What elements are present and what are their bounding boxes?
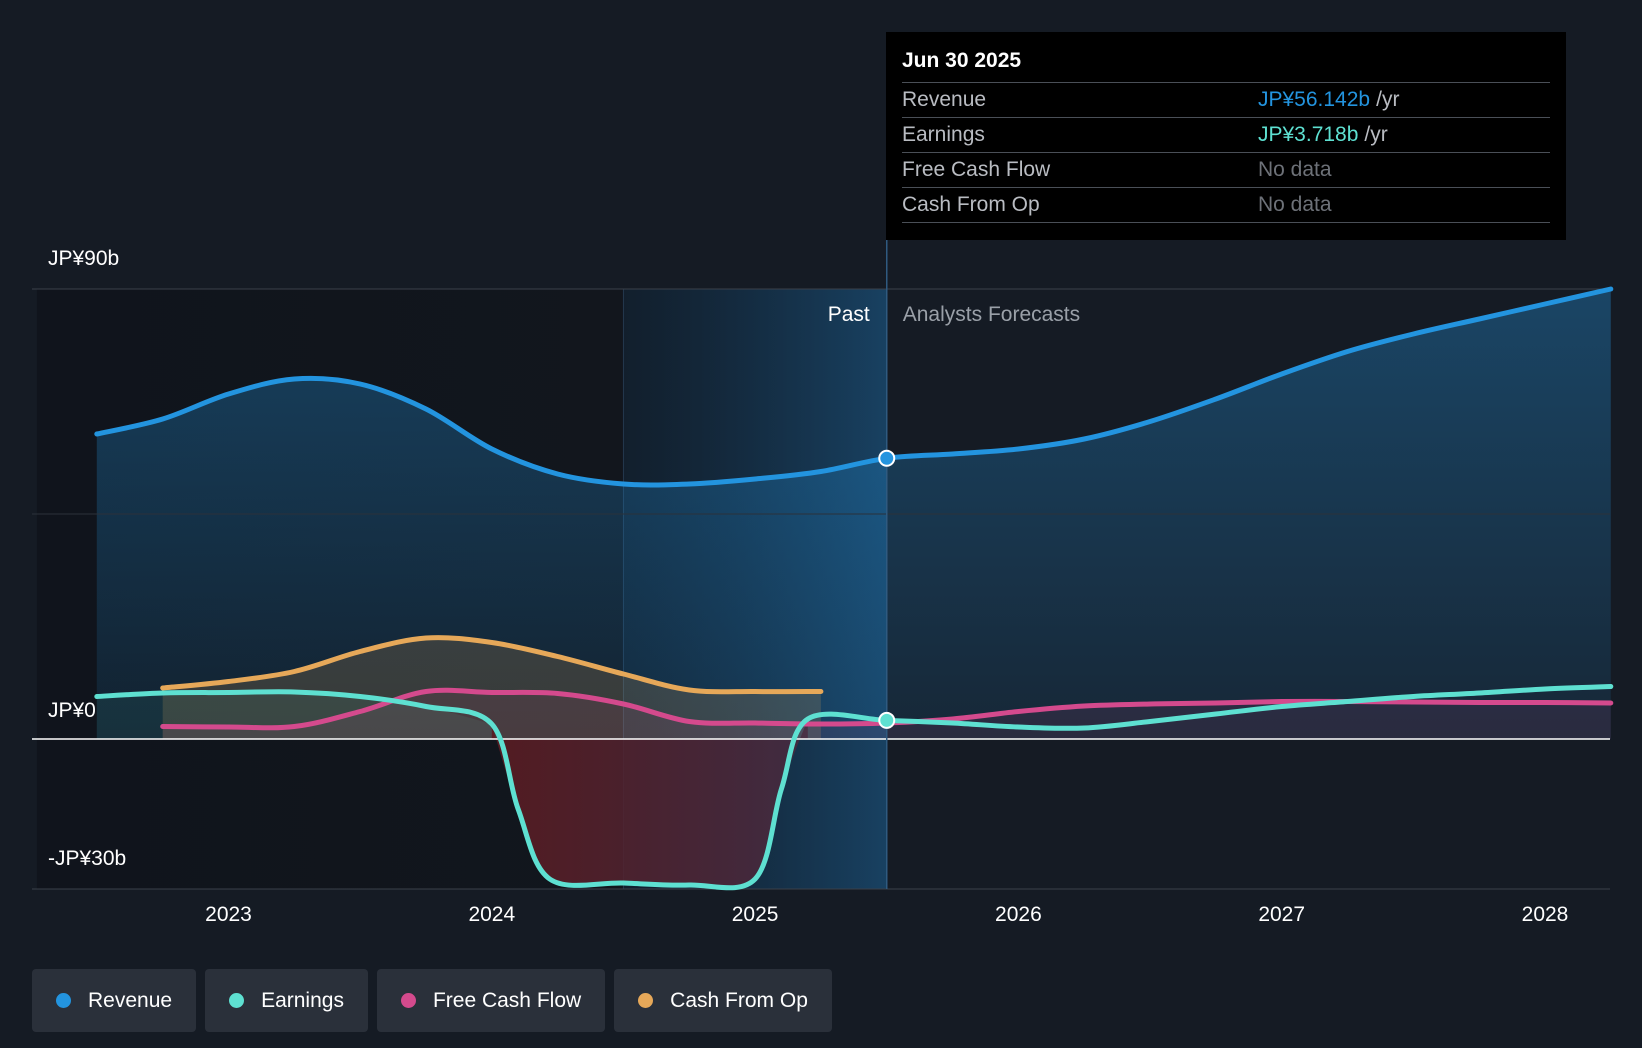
chart-svg: JP¥90b JP¥0 -JP¥30b 2023 2024 2025 2026 2027 202… bbox=[32, 240, 1614, 926]
marker-earnings bbox=[878, 711, 896, 729]
tooltip-row-cfo: Cash From Op No data bbox=[902, 188, 1550, 223]
tooltip-label-earnings: Earnings bbox=[902, 123, 985, 146]
legend: Revenue Earnings Free Cash Flow Cash Fro… bbox=[32, 969, 832, 1032]
tooltip-unit-earnings: /yr bbox=[1364, 123, 1388, 146]
y-tick-label: JP¥0 bbox=[48, 699, 96, 722]
legend-dot-revenue bbox=[56, 993, 71, 1008]
x-tick-label: 2028 bbox=[1522, 903, 1569, 926]
tooltip-date: Jun 30 2025 bbox=[902, 46, 1550, 83]
tooltip-value-earnings: JP¥3.718b bbox=[1258, 123, 1359, 146]
tooltip-value-fcf: No data bbox=[1258, 158, 1332, 181]
series-line-cfo bbox=[160, 635, 824, 695]
series-line-revenue bbox=[94, 286, 1614, 488]
tooltip-row-revenue: Revenue JP¥56.142b /yr bbox=[902, 83, 1550, 118]
marker-revenue bbox=[878, 449, 896, 467]
legend-label-earnings: Earnings bbox=[261, 988, 344, 1012]
legend-item-earnings[interactable]: Earnings bbox=[205, 969, 368, 1032]
x-tick-label: 2023 bbox=[205, 903, 252, 926]
x-tick-label: 2027 bbox=[1258, 903, 1305, 926]
legend-item-revenue[interactable]: Revenue bbox=[32, 969, 197, 1032]
legend-dot-fcf bbox=[400, 993, 416, 1008]
tooltip-value-cfo: No data bbox=[1258, 193, 1332, 216]
legend-dot-cfo bbox=[638, 993, 654, 1008]
forecast-label: Analysts Forecasts bbox=[903, 303, 1080, 326]
tooltip-label-fcf: Free Cash Flow bbox=[902, 158, 1051, 181]
legend-label-revenue: Revenue bbox=[88, 988, 173, 1012]
legend-label-cfo: Cash From Op bbox=[670, 988, 808, 1012]
tooltip-label-cfo: Cash From Op bbox=[902, 193, 1040, 216]
x-tick-label: 2024 bbox=[468, 903, 515, 926]
legend-item-fcf[interactable]: Free Cash Flow bbox=[376, 969, 606, 1032]
series-line-earnings bbox=[94, 684, 1614, 891]
past-label: Past bbox=[828, 303, 870, 326]
legend-dot-earnings bbox=[229, 993, 245, 1008]
y-tick-label: JP¥90b bbox=[48, 247, 119, 270]
tooltip-label-revenue: Revenue bbox=[902, 88, 987, 111]
tooltip: Jun 30 2025 Revenue JP¥56.142b /yr Earni… bbox=[886, 32, 1566, 240]
tooltip-unit-revenue: /yr bbox=[1376, 88, 1400, 111]
tooltip-row-fcf: Free Cash Flow No data bbox=[902, 153, 1550, 188]
tooltip-row-earnings: Earnings JP¥3.718b /yr bbox=[902, 118, 1550, 153]
legend-label-fcf: Free Cash Flow bbox=[432, 988, 582, 1012]
x-tick-label: 2025 bbox=[732, 903, 779, 926]
tooltip-value-revenue: JP¥56.142b bbox=[1258, 88, 1371, 111]
y-tick-label: -JP¥30b bbox=[48, 847, 126, 870]
x-tick-label: 2026 bbox=[995, 903, 1042, 926]
earnings-negative-area bbox=[491, 719, 808, 888]
legend-item-cfo[interactable]: Cash From Op bbox=[614, 969, 832, 1032]
